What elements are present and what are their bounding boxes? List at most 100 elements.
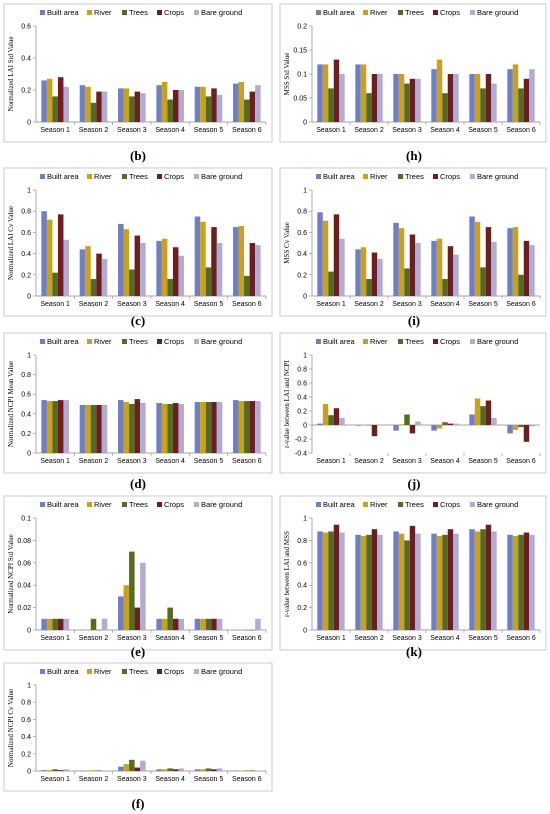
legend-swatch [40,669,45,674]
bar [355,64,361,122]
legend-swatch [194,339,199,344]
y-tick-label: 0.2 [21,88,31,95]
legend-swatch [122,669,127,674]
bar [57,214,64,296]
x-tick-label: Season 1 [316,458,346,465]
y-tick-label: 0.6 [297,560,307,567]
y-tick-label: 0 [303,120,307,127]
bar [328,271,334,296]
bar [57,400,64,453]
y-tick-label: 0 [27,628,31,635]
bar [442,93,448,122]
bar [404,268,410,296]
legend-label: Trees [129,667,148,676]
legend-swatch [470,10,475,15]
legend-swatch [363,174,368,179]
legend-swatch [398,339,403,344]
bar [200,86,206,122]
chart-panel-e: Built area River Trees Crops Bare ground 0 0.0… [3,495,273,659]
bar [415,243,421,296]
x-tick-label: Season 6 [506,127,536,134]
legend-swatch [398,10,403,15]
bar [409,525,416,630]
bar [453,533,459,630]
bar [333,524,340,630]
x-tick-label: Season 5 [194,776,224,783]
y-tick-label: 0 [27,451,31,458]
bar [194,402,201,453]
bar [172,769,179,771]
bar [129,759,135,771]
bar [355,249,361,296]
bar [249,401,256,453]
x-tick-label: Season 2 [79,301,109,308]
bar [118,223,124,296]
bar [101,404,108,453]
bar [156,240,162,296]
y-axis-label: r-value between LAI and MSS [283,531,291,617]
y-tick-label: 0.15 [293,48,307,55]
legend-label: Trees [405,337,424,346]
bar [101,618,108,630]
legend-swatch [40,339,45,344]
bar [339,532,345,630]
legend-swatch [157,10,162,15]
panel-label: (b) [130,148,146,163]
y-tick-label: 0.8 [21,209,31,216]
bar [322,64,329,122]
legend-swatch [122,339,127,344]
y-tick-label: 0.05 [293,96,307,103]
legend-swatch [316,339,321,344]
legend-swatch [87,502,92,507]
bar [46,401,53,453]
x-tick-label: Season 6 [506,635,536,642]
bar [436,425,443,429]
bar [322,220,329,296]
legend-swatch [363,339,368,344]
bar [322,532,329,630]
bar [140,562,146,630]
bar [431,425,437,431]
bar [167,99,173,122]
legend-label: River [370,8,388,17]
bar [507,425,513,434]
bar [371,252,378,296]
y-tick-label: 0.8 [21,372,31,379]
legend-label: Bare ground [201,500,242,509]
legend-swatch [157,669,162,674]
panel-label: (e) [131,644,145,659]
legend-label: Built area [323,500,356,509]
chart-panel-c: Built area River Trees Crops Bare ground 0 0.2… [3,167,273,328]
bar [317,423,323,425]
x-tick-label: Season 6 [506,301,536,308]
legend-swatch [40,174,45,179]
bar [161,238,168,296]
legend-label: Bare ground [201,172,242,181]
legend-swatch [122,502,127,507]
legend-swatch [87,339,92,344]
bar [238,226,245,296]
bar [404,414,410,425]
legend-swatch [398,174,403,179]
y-axis-label: Normalized NCPI Mean Value [7,361,15,447]
bar [96,91,102,122]
bar [161,769,168,771]
bar [469,216,475,296]
legend-label: Crops [440,337,460,346]
bar [393,74,399,122]
bar [216,768,223,771]
y-tick-label: -0.2 [295,437,307,444]
bar [366,93,372,122]
bar [393,425,399,431]
bar [161,404,168,453]
bar [41,80,47,122]
x-tick-label: Season 2 [354,301,384,308]
bar [90,404,97,453]
bar [469,529,475,630]
legend-label: Built area [323,172,356,181]
bar [377,534,383,630]
x-tick-label: Season 1 [40,301,70,308]
bar [317,212,323,296]
bar [134,399,141,453]
panel-label: (k) [406,644,422,659]
